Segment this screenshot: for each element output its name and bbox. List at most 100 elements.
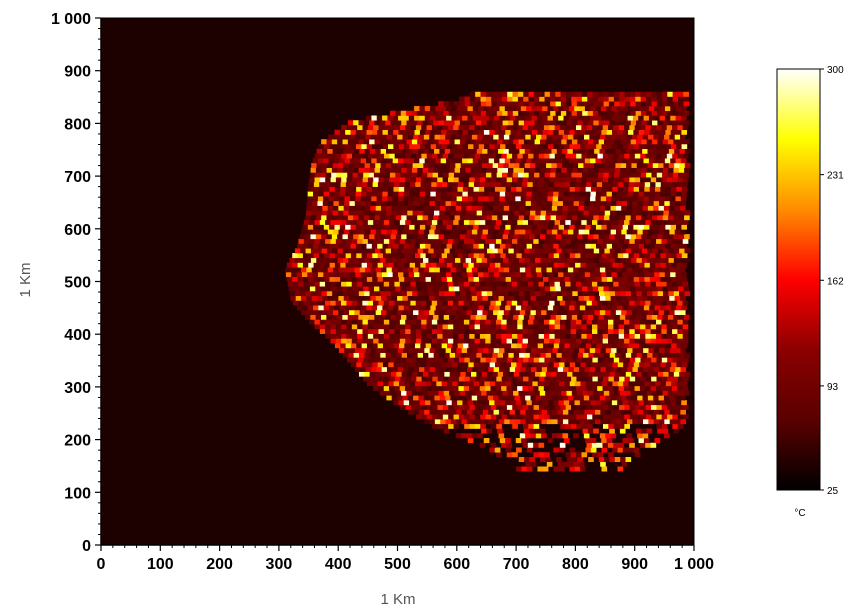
heatmap-cell	[560, 404, 566, 410]
heatmap-cell	[445, 409, 452, 415]
heatmap-cell	[491, 91, 497, 97]
heatmap-cell	[425, 186, 432, 192]
heatmap-cell	[533, 404, 540, 410]
heatmap-cell	[371, 129, 378, 135]
heatmap-cell	[651, 96, 657, 102]
heatmap-cell	[396, 248, 402, 254]
heatmap-cell	[566, 215, 573, 221]
heatmap-cell	[535, 295, 542, 301]
heatmap-cell	[655, 181, 662, 187]
heatmap-cell	[556, 248, 563, 254]
heatmap-cell	[543, 324, 550, 330]
heatmap-cell	[439, 352, 445, 358]
heatmap-cell	[426, 328, 433, 334]
heatmap-cell	[517, 300, 523, 306]
heatmap-cell	[457, 276, 464, 282]
heatmap-cell	[399, 324, 406, 330]
heatmap-cell	[465, 248, 472, 254]
heatmap-cell	[477, 229, 483, 235]
heatmap-cell	[471, 162, 477, 168]
heatmap-cell	[510, 400, 517, 406]
heatmap-cell	[594, 205, 601, 211]
heatmap-cell	[410, 333, 417, 339]
heatmap-cell	[454, 286, 460, 292]
heatmap-cell	[447, 333, 454, 339]
heatmap-cell	[628, 186, 634, 192]
heatmap-cell	[545, 167, 552, 173]
heatmap-cell	[445, 134, 451, 140]
heatmap-cell	[512, 101, 519, 107]
heatmap-cell	[389, 328, 395, 334]
heatmap-cell	[343, 210, 349, 216]
heatmap-cell	[628, 276, 635, 282]
heatmap-cell	[489, 191, 495, 197]
heatmap-cell	[529, 234, 535, 240]
heatmap-cell	[608, 338, 614, 344]
heatmap-cell	[361, 181, 368, 187]
heatmap-cell	[522, 338, 529, 344]
heatmap-cell	[593, 428, 599, 434]
heatmap-cell	[419, 129, 426, 135]
heatmap-cell	[427, 215, 434, 221]
heatmap-cell	[537, 400, 543, 406]
heatmap-cell	[503, 267, 510, 273]
heatmap-cell	[631, 309, 638, 315]
heatmap-cell	[668, 234, 674, 240]
heatmap-cell	[600, 158, 607, 164]
heatmap-cell	[540, 148, 547, 154]
heatmap-cell	[624, 357, 631, 363]
heatmap-cell	[627, 115, 634, 121]
heatmap-cell	[598, 215, 605, 221]
heatmap-cell	[364, 371, 370, 377]
heatmap-cell	[463, 281, 470, 287]
heatmap-cell	[471, 267, 478, 273]
heatmap-cell	[598, 390, 605, 396]
heatmap-cell	[346, 124, 353, 131]
heatmap-cell	[442, 324, 449, 330]
heatmap-cell	[447, 177, 454, 183]
heatmap-cell	[677, 177, 684, 183]
heatmap-cell	[576, 177, 582, 183]
heatmap-cell	[554, 124, 561, 131]
heatmap-cell	[632, 366, 639, 372]
heatmap-cell	[664, 347, 671, 353]
y-tick-label: 400	[64, 327, 91, 344]
heatmap-cell	[592, 452, 598, 458]
heatmap-cell	[666, 324, 673, 330]
heatmap-cell	[640, 376, 647, 382]
heatmap-cell	[555, 139, 562, 145]
heatmap-cell	[450, 295, 457, 301]
heatmap-cell	[613, 124, 619, 131]
heatmap-cell	[681, 305, 687, 311]
heatmap-cell	[537, 276, 544, 282]
heatmap-cell	[598, 456, 605, 463]
heatmap-cell	[576, 357, 583, 363]
heatmap-cell	[479, 262, 485, 268]
heatmap-cell	[608, 328, 614, 334]
heatmap-cell	[397, 347, 404, 353]
heatmap-cell	[414, 400, 421, 406]
heatmap-cell	[326, 167, 333, 173]
heatmap-cell	[667, 376, 673, 382]
heatmap-cell	[573, 366, 580, 372]
heatmap-cell	[454, 110, 460, 116]
heatmap-cell	[629, 96, 636, 102]
heatmap-cell	[541, 347, 548, 353]
heatmap-cell	[481, 215, 487, 221]
heatmap-cell	[371, 305, 378, 311]
heatmap-cell	[461, 347, 468, 353]
heatmap-cell	[666, 385, 673, 391]
heatmap-cell	[290, 267, 296, 273]
heatmap-cell	[482, 148, 488, 154]
heatmap-cell	[613, 376, 620, 382]
heatmap-cell	[648, 158, 655, 164]
heatmap-cell	[618, 238, 625, 244]
heatmap-cell	[357, 124, 363, 131]
heatmap-cell	[517, 328, 523, 334]
heatmap-cell	[423, 395, 430, 401]
heatmap-cell	[313, 276, 320, 282]
heatmap-cell	[623, 253, 629, 259]
heatmap-cell	[473, 224, 479, 230]
heatmap-cell	[392, 158, 399, 164]
heatmap-cell	[386, 347, 393, 353]
